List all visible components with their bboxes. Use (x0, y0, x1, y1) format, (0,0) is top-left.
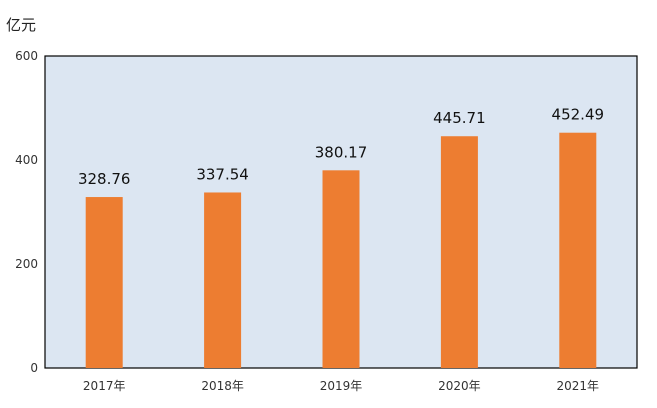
y-axis: 0 200 400 600 (15, 49, 38, 375)
bar-value-label: 452.49 (552, 106, 605, 124)
x-category-label: 2021年 (557, 379, 600, 393)
y-tick-label: 400 (15, 153, 38, 167)
bar (85, 197, 123, 368)
x-category-label: 2018年 (201, 379, 244, 393)
x-axis: 2017年 2018年 2019年 2020年 2021年 (83, 379, 599, 393)
y-tick-label: 0 (30, 361, 38, 375)
bar (204, 192, 242, 368)
data-labels: 328.76 337.54 380.17 445.71 452.49 (78, 106, 604, 188)
bar-value-label: 328.76 (78, 170, 131, 188)
x-category-label: 2017年 (83, 379, 126, 393)
bar (322, 170, 360, 368)
bar-value-label: 380.17 (315, 143, 368, 161)
bar (559, 132, 597, 368)
bar-value-label: 337.54 (196, 165, 249, 183)
y-tick-label: 200 (15, 257, 38, 271)
bar-value-label: 445.71 (433, 109, 486, 127)
x-category-label: 2019年 (320, 379, 363, 393)
bar (440, 136, 478, 368)
y-tick-label: 600 (15, 49, 38, 63)
x-category-label: 2020年 (438, 379, 481, 393)
bars (85, 132, 597, 368)
y-unit-label: 亿元 (6, 16, 36, 34)
